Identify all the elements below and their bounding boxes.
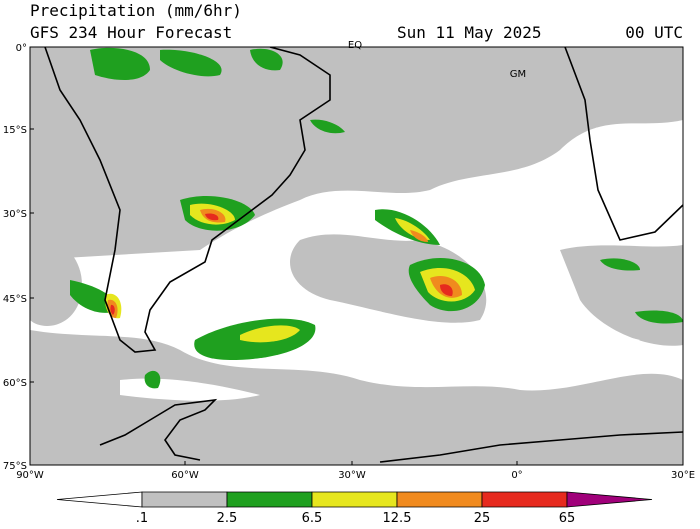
lat-label: 60°S [3, 378, 27, 389]
colorbar-label: 25 [474, 511, 491, 525]
date: Sun 11 May 2025 [397, 23, 542, 42]
colorbar-segment [481, 491, 568, 508]
colorbar: .1 2.5 6.5 12.5 25 65 [56, 491, 653, 526]
lon-label: 60°W [171, 470, 199, 481]
colorbar-segment [226, 491, 313, 508]
colorbar-segment [56, 491, 143, 508]
map-frame [29, 46, 684, 466]
equator-label: EQ [348, 40, 362, 51]
colorbar-label: 12.5 [383, 511, 412, 525]
subtitle: GFS 234 Hour Forecast [30, 23, 232, 42]
lon-label: 30°E [671, 470, 695, 481]
lat-label: 0° [16, 43, 27, 54]
colorbar-segment [311, 491, 398, 508]
meridian-label: GM [510, 69, 526, 80]
colorbar-label: .1 [136, 511, 148, 525]
lat-label: 30°S [3, 209, 27, 220]
colorbar-label: 2.5 [217, 511, 238, 525]
lon-label: 30°W [338, 470, 366, 481]
colorbar-label: 6.5 [302, 511, 323, 525]
colorbar-segment [566, 491, 653, 508]
title: Precipitation (mm/6hr) [30, 1, 242, 20]
colorbar-label: 65 [559, 511, 576, 525]
lat-label: 75°S [3, 461, 27, 472]
map: EQ GM [29, 40, 684, 466]
lon-label: 90°W [16, 470, 44, 481]
colorbar-segment [141, 491, 228, 508]
lat-label: 15°S [3, 125, 27, 136]
lon-label: 0° [511, 470, 522, 481]
axis-labels: 0° 15°S 30°S 45°S 60°S 75°S90°W 60°W 30°W 0° 30°E [3, 43, 695, 481]
colorbar-segment [396, 491, 483, 508]
lat-label: 45°S [3, 294, 27, 305]
time: 00 UTC [625, 23, 683, 42]
